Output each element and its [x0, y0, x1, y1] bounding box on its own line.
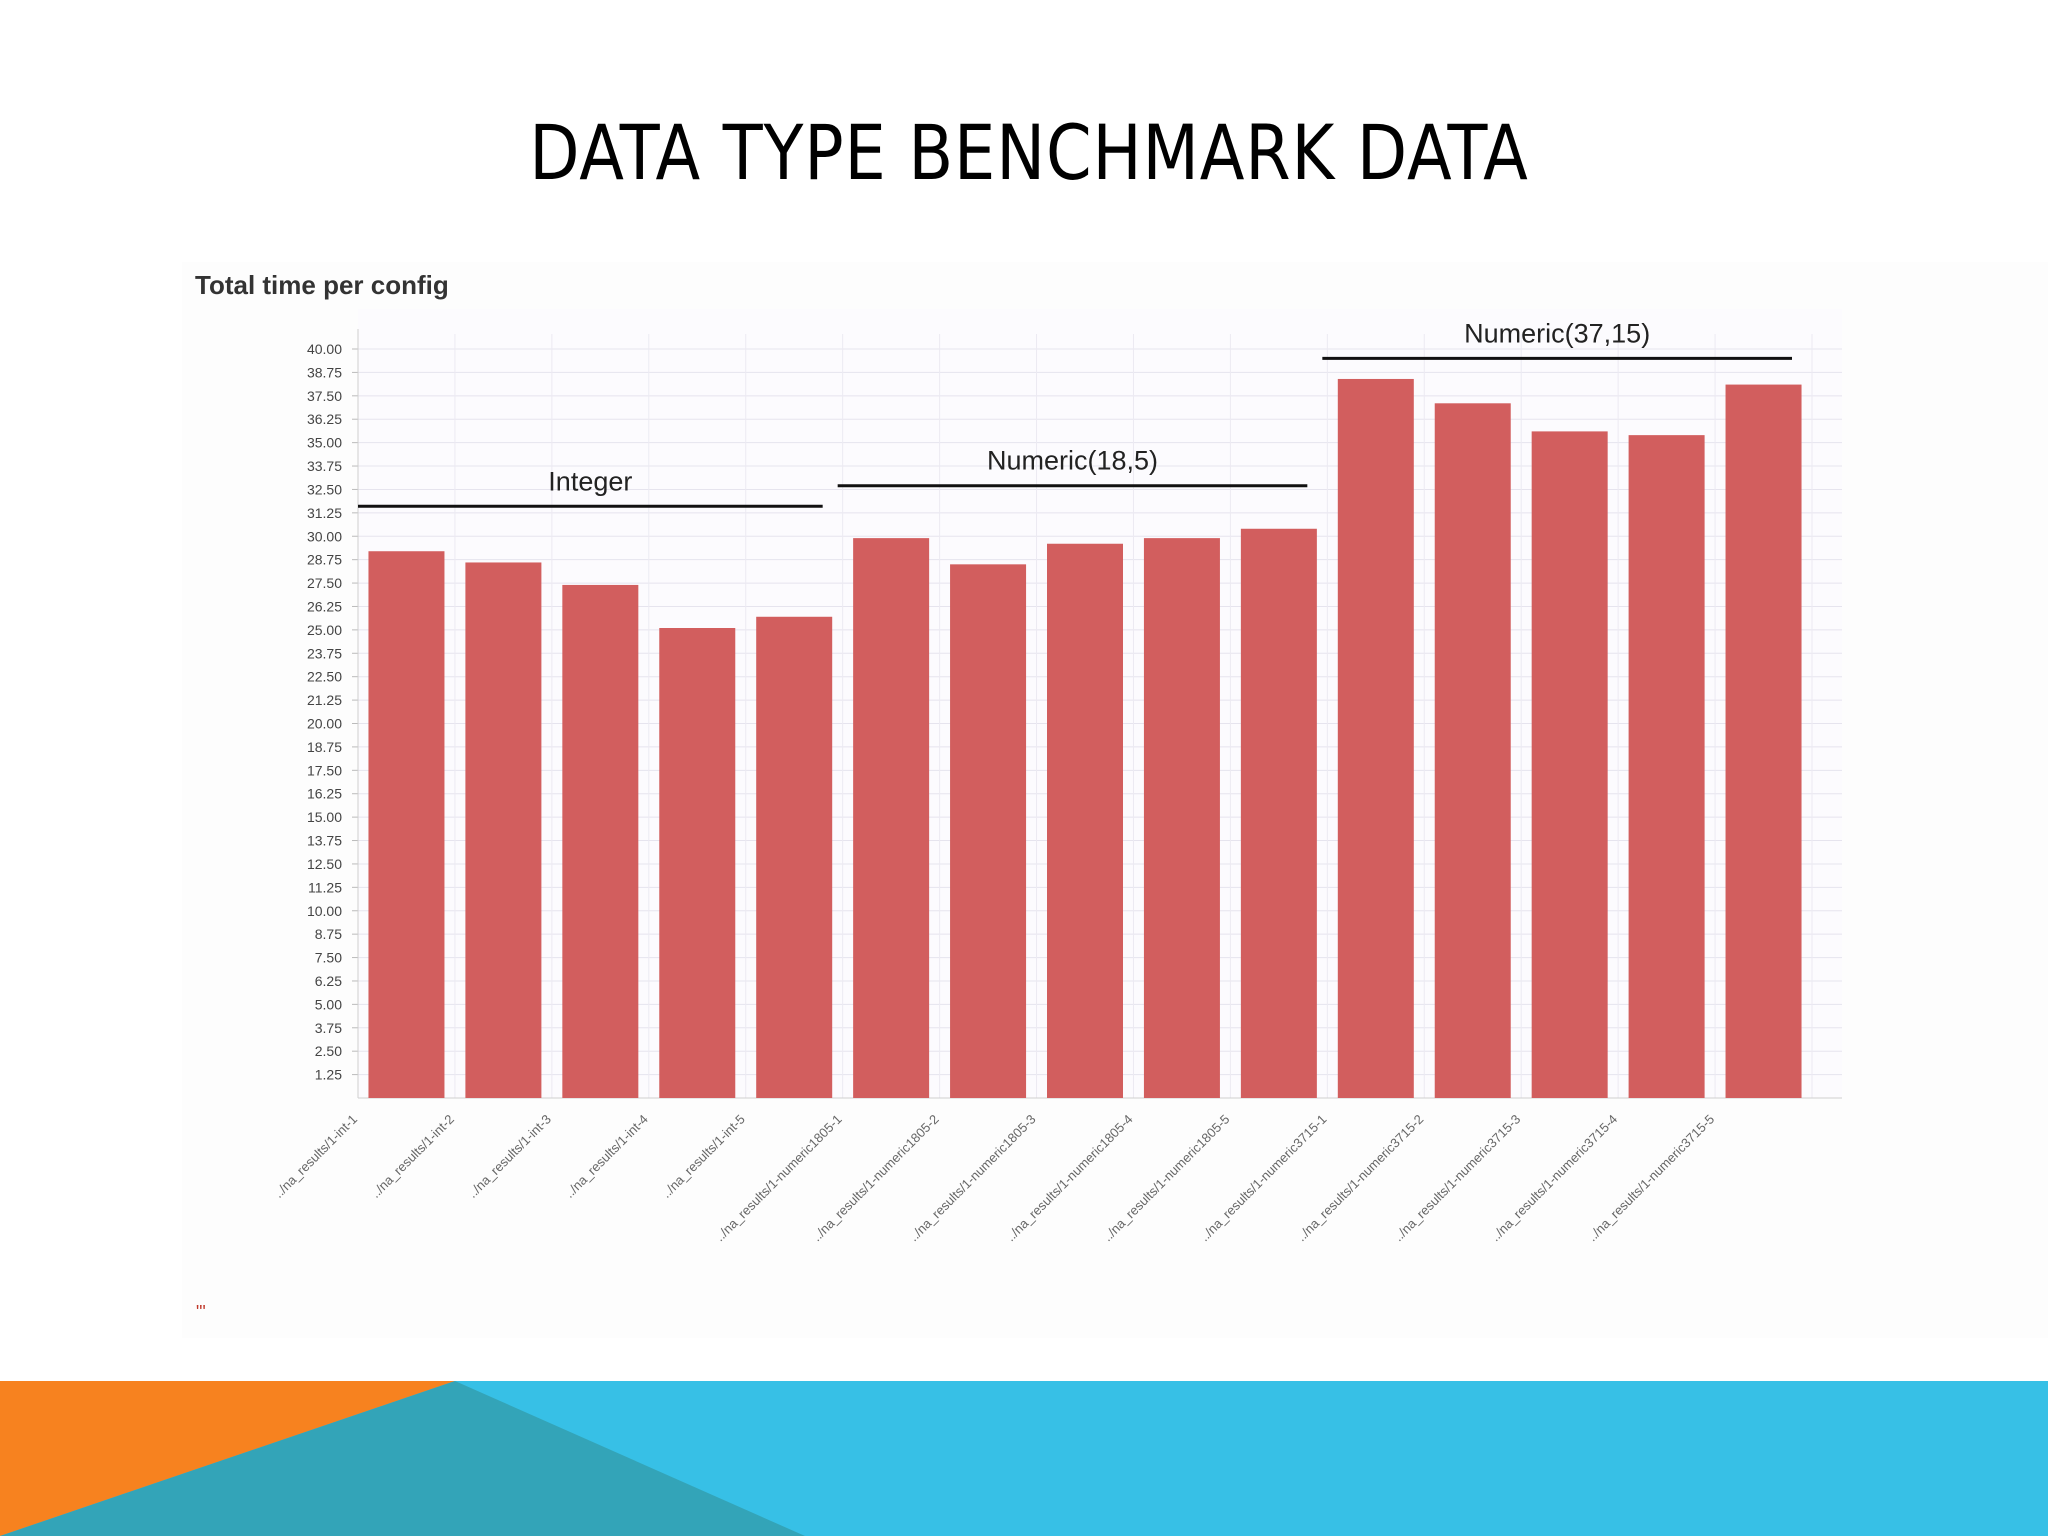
bar-chart: 1.25 2.50 3.75 5.00 6.25 7.50 8.75 10.00 11.25 12…: [270, 318, 1842, 1245]
bar-series: [368, 378, 1802, 1099]
y-tick-label: 21.25: [307, 692, 342, 708]
x-tick-label: ../na_results/1-int-2: [368, 1112, 457, 1201]
y-tick-label: 25.00: [307, 622, 342, 638]
slide-title: DATA TYPE BENCHMARK DATA: [529, 108, 1529, 197]
x-tick-label: ../na_results/1-int-3: [465, 1112, 554, 1201]
bar: [950, 564, 1027, 1098]
y-tick-label: 17.50: [307, 762, 342, 778]
y-tick-label: 2.50: [315, 1043, 342, 1059]
bar: [562, 584, 639, 1098]
group-label: Integer: [548, 466, 632, 496]
x-axis-labels: ../na_results/1-int-1 ../na_results/1-int…: [271, 1112, 1717, 1245]
y-tick-label: 15.00: [307, 809, 342, 825]
y-tick-label: 30.00: [307, 528, 342, 544]
y-tick-label: 28.75: [307, 552, 342, 568]
group-label: Numeric(37,15): [1464, 318, 1650, 348]
y-tick-label: 27.50: [307, 575, 342, 591]
y-tick-label: 31.25: [307, 505, 342, 521]
y-tick-label: 7.50: [315, 950, 342, 966]
y-tick-label: 36.25: [307, 411, 342, 427]
bar: [1434, 403, 1511, 1098]
bar: [1240, 528, 1317, 1098]
chart-title: Total time per config: [195, 270, 449, 300]
y-tick-label: 20.00: [307, 716, 342, 732]
bar: [853, 538, 930, 1098]
bar: [659, 628, 736, 1098]
y-tick-label: 5.00: [315, 996, 342, 1012]
y-tick-label: 37.50: [307, 388, 342, 404]
y-tick-label: 6.25: [315, 973, 342, 989]
x-tick-label: ../na_results/1-int-1: [271, 1112, 360, 1201]
y-tick-label: 16.25: [307, 786, 342, 802]
x-tick-label: ../na_results/1-int-5: [659, 1112, 748, 1201]
y-tick-label: 18.75: [307, 739, 342, 755]
y-tick-label: 33.75: [307, 458, 342, 474]
bar: [465, 562, 542, 1098]
bar: [1337, 378, 1414, 1099]
y-tick-label: 22.50: [307, 669, 342, 685]
y-tick-label: 32.50: [307, 481, 342, 497]
y-tick-label: 26.25: [307, 598, 342, 614]
y-tick-label: 13.75: [307, 833, 342, 849]
group-annotations: Integer Numeric(18,5) Numeric(37,15): [358, 318, 1792, 508]
y-tick-label: 40.00: [307, 341, 342, 357]
bar: [756, 616, 833, 1098]
y-tick-label: 10.00: [307, 903, 342, 919]
bar: [1047, 543, 1123, 1098]
y-tick-label: 35.00: [307, 435, 342, 451]
group-label: Numeric(18,5): [987, 446, 1158, 476]
y-tick-label: 38.75: [307, 364, 342, 380]
y-tick-label: 11.25: [308, 879, 342, 895]
y-tick-label: 12.50: [307, 856, 342, 872]
bar: [368, 551, 445, 1098]
footer-teal-triangle: [0, 1381, 805, 1536]
y-tick-label: 8.75: [315, 926, 342, 942]
bar: [1628, 435, 1705, 1098]
y-tick-label: 3.75: [315, 1020, 342, 1036]
footer-decoration: [0, 1381, 2048, 1536]
y-tick-label: 23.75: [307, 645, 342, 661]
stray-mark: "': [196, 1302, 206, 1322]
y-tick-label: 1.25: [315, 1067, 342, 1083]
x-tick-label: ../na_results/1-int-4: [562, 1112, 651, 1201]
bar: [1143, 538, 1220, 1098]
bar: [1531, 431, 1608, 1098]
bar: [1725, 384, 1802, 1098]
